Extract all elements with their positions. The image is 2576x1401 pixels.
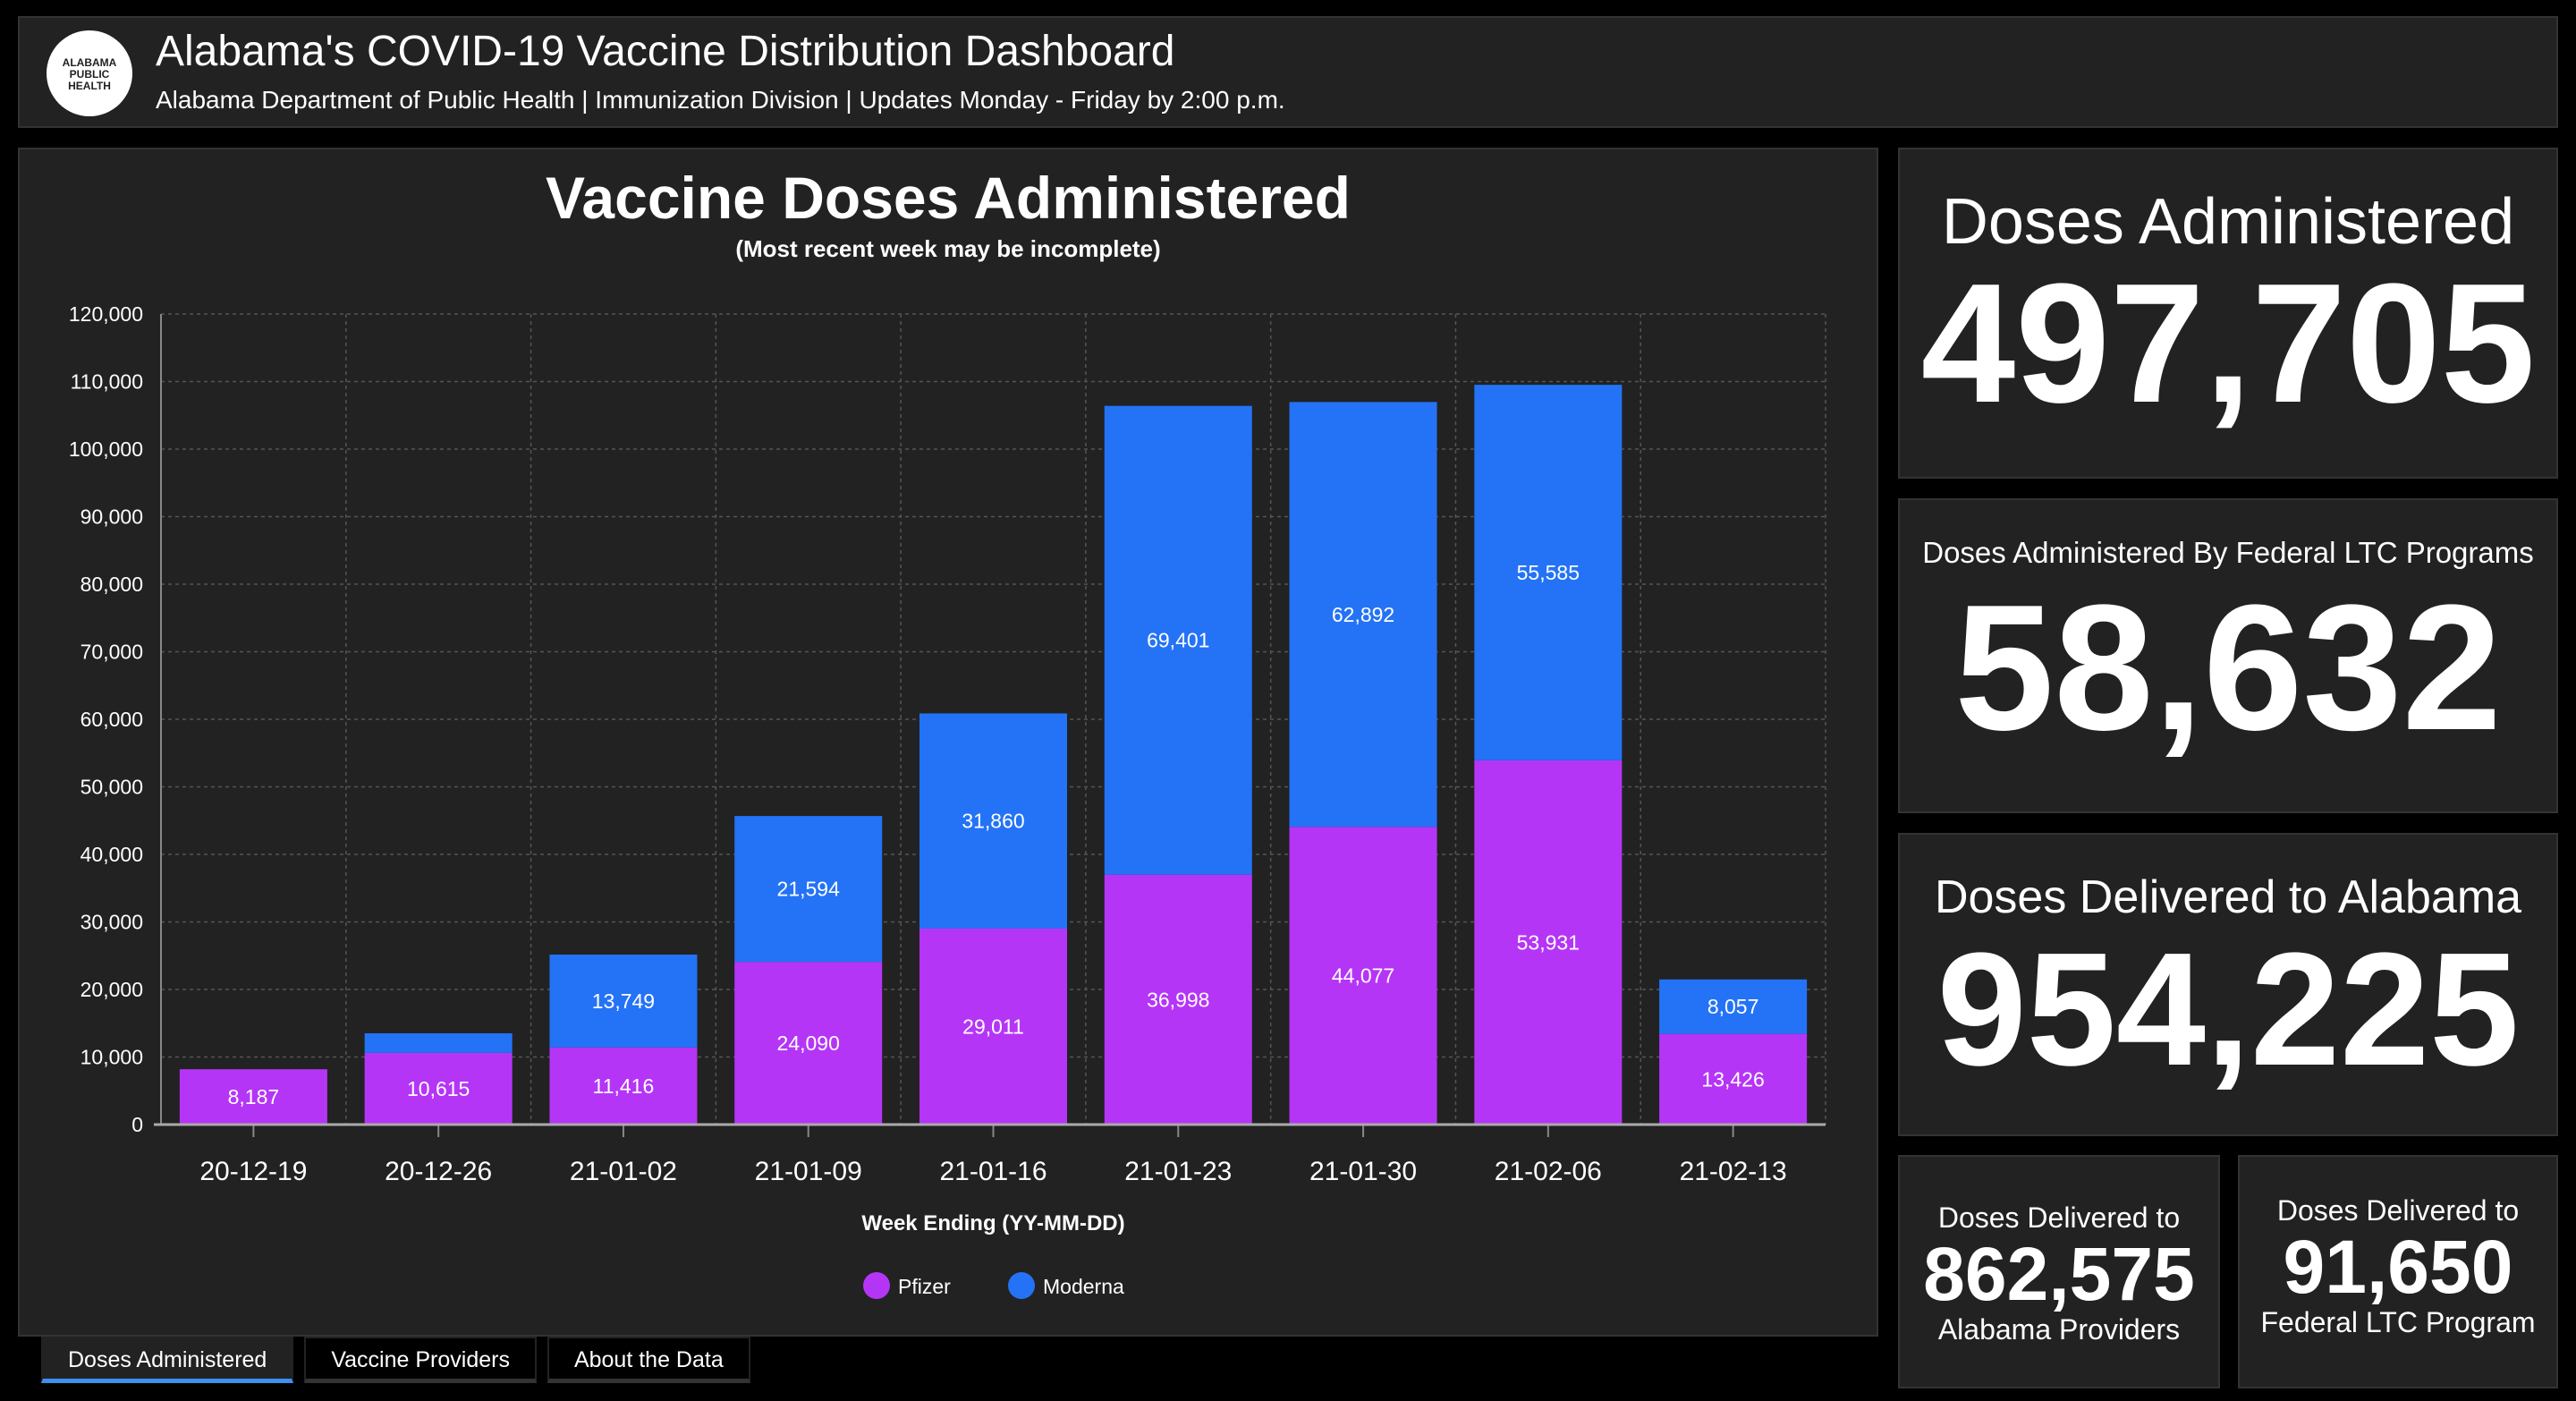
y-tick-label: 100,000	[69, 437, 143, 461]
bar-moderna	[1289, 402, 1437, 828]
data-label: 21,594	[777, 878, 841, 901]
stacked-bar-chart: 0 10,000 20,000 30,000 40,000 50,000 60,000 70,…	[69, 302, 1826, 1299]
x-tick-label: 21-01-23	[1124, 1157, 1232, 1186]
dashboard-subtitle: Alabama Department of Public Health | Im…	[156, 86, 1285, 114]
delivered-providers-card: Doses Delivered to 862,575 Alabama Provi…	[1898, 1155, 2220, 1388]
x-tick-label: 21-01-09	[755, 1157, 862, 1186]
data-label: 69,401	[1147, 629, 1209, 652]
bar-pfizer	[734, 962, 883, 1125]
bar-pfizer	[179, 1069, 327, 1125]
bar-pfizer	[1659, 1033, 1808, 1125]
chart-title: Vaccine Doses Administered	[546, 165, 1351, 231]
data-label: 62,892	[1332, 603, 1394, 626]
header: ALABAMA PUBLIC HEALTH Alabama's COVID-19 V…	[18, 16, 2558, 128]
x-tick-label: 20-12-19	[199, 1157, 307, 1186]
data-label: 53,931	[1517, 930, 1580, 954]
data-label: 44,077	[1332, 964, 1394, 988]
y-tick-label: 20,000	[80, 978, 143, 1001]
bar-moderna	[734, 816, 883, 963]
y-tick-label: 80,000	[80, 573, 143, 596]
y-tick-label: 70,000	[80, 641, 143, 664]
data-label: 36,998	[1147, 988, 1209, 1011]
data-label: 13,426	[1701, 1067, 1764, 1091]
data-label: 24,090	[777, 1032, 840, 1055]
federal-ltc-administered-card: Doses Administered By Federal LTC Progra…	[1898, 498, 2558, 813]
card-label: Doses Delivered to	[2276, 1194, 2520, 1227]
x-tick-label: 21-02-13	[1680, 1157, 1787, 1186]
bar-pfizer	[1474, 760, 1623, 1125]
card-value: 58,632	[1954, 568, 2502, 768]
y-tick-label: 60,000	[80, 708, 143, 731]
doses-administered-card: Doses Administered 497,705	[1898, 148, 2558, 479]
x-tick-label: 21-01-16	[939, 1157, 1046, 1186]
tab-vaccine-providers[interactable]: Vaccine Providers	[304, 1337, 537, 1383]
x-tick-label: 21-01-30	[1309, 1157, 1417, 1186]
bar-pfizer	[549, 1047, 698, 1125]
data-label: 31,860	[962, 810, 1024, 833]
legend-marker-pfizer	[863, 1272, 890, 1299]
chart-panel: Vaccine Doses Administered (Most recent …	[18, 148, 1878, 1337]
card-label: Doses Delivered to Alabama	[1934, 871, 2522, 923]
y-tick-label: 10,000	[80, 1046, 143, 1069]
x-axis-title: Week Ending (YY-MM-DD)	[861, 1211, 1124, 1235]
x-tick-label: 21-02-06	[1495, 1157, 1602, 1186]
y-tick-label: 40,000	[80, 843, 143, 866]
bar-moderna	[919, 713, 1067, 929]
card-label: Doses Administered	[1941, 186, 2515, 258]
bar-pfizer	[364, 1052, 513, 1125]
x-tick-label: 20-12-26	[385, 1157, 492, 1186]
chart-subtitle: (Most recent week may be incomplete)	[735, 235, 1161, 262]
tab-about-the-data[interactable]: About the Data	[547, 1337, 750, 1383]
y-tick-label: 0	[131, 1113, 143, 1136]
delivered-ltc-card: Doses Delivered to 91,650 Federal LTC Pr…	[2238, 1155, 2558, 1388]
data-label: 8,057	[1707, 995, 1759, 1018]
legend-label: Pfizer	[898, 1275, 951, 1298]
card-label: Doses Delivered to	[1937, 1201, 2181, 1234]
data-label: 29,011	[962, 1015, 1024, 1038]
legend-marker-moderna	[1008, 1272, 1035, 1299]
dashboard-title: Alabama's COVID-19 Vaccine Distribution …	[156, 28, 1175, 75]
bar-moderna	[364, 1032, 513, 1053]
bar-moderna	[549, 955, 698, 1048]
y-tick-label: 50,000	[80, 776, 143, 799]
bar-moderna	[1104, 405, 1252, 875]
bar-pfizer	[919, 928, 1067, 1125]
bar-pfizer	[1104, 874, 1252, 1125]
data-label: 11,416	[593, 1074, 655, 1098]
doses-delivered-card: Doses Delivered to Alabama 954,225	[1898, 833, 2558, 1136]
card-value: 497,705	[1920, 249, 2536, 438]
tab-bar: Doses Administered Vaccine Providers Abo…	[41, 1337, 750, 1383]
bar-pfizer	[1289, 827, 1437, 1125]
y-tick-label: 120,000	[69, 302, 143, 326]
card-label-2: Federal LTC Program	[2260, 1306, 2536, 1339]
bar-moderna	[1659, 979, 1808, 1034]
card-label: Doses Administered By Federal LTC Progra…	[1922, 536, 2534, 569]
card-label-2: Alabama Providers	[1937, 1313, 2181, 1346]
adph-logo: ALABAMA PUBLIC HEALTH	[47, 30, 132, 116]
card-value: 91,650	[2283, 1225, 2513, 1309]
card-value: 862,575	[1923, 1232, 2195, 1316]
data-label: 8,187	[228, 1085, 280, 1108]
card-value: 954,225	[1936, 920, 2520, 1100]
tab-doses-administered[interactable]: Doses Administered	[41, 1337, 294, 1383]
data-label: 13,749	[592, 989, 655, 1013]
data-label: 55,585	[1517, 561, 1580, 584]
y-tick-label: 90,000	[80, 505, 143, 529]
legend-label: Moderna	[1043, 1275, 1124, 1298]
x-tick-label: 21-01-02	[570, 1157, 677, 1186]
y-tick-label: 30,000	[80, 911, 143, 934]
y-tick-label: 110,000	[71, 370, 143, 394]
bar-moderna	[1474, 385, 1623, 760]
data-label: 10,615	[407, 1077, 470, 1100]
